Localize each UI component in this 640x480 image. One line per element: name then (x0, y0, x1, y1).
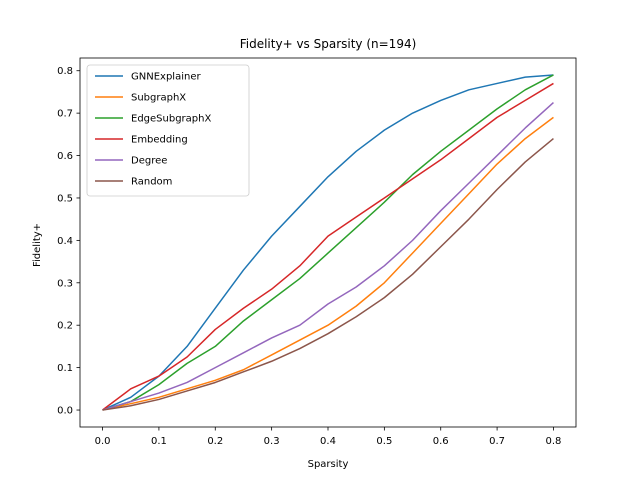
series-line-degree (102, 101, 554, 411)
y-tick-label: 0.4 (57, 236, 73, 247)
x-tick-label: 0.6 (433, 436, 449, 447)
x-tick-label: 0.8 (546, 436, 562, 447)
y-tick-label: 0.6 (57, 151, 73, 162)
series-line-random (102, 138, 554, 411)
legend-label-degree: Degree (131, 156, 167, 167)
legend-label-random: Random (131, 177, 172, 188)
x-tick-label: 0.7 (489, 436, 505, 447)
y-tick-label: 0.7 (57, 109, 73, 120)
plot-area: 0.0 0.1 0.2 0.3 0.4 0.5 0.6 0.7 0.8 0.0 0.1 0.2 0.3 0… (57, 57, 577, 447)
y-tick-label: 0.5 (57, 193, 73, 204)
legend-label-embedding: Embedding (131, 135, 188, 146)
legend-box (86, 64, 250, 197)
legend-label-subgraphx: SubgraphX (131, 93, 186, 104)
x-tick-label: 0.1 (151, 436, 167, 447)
x-tick-label: 0.0 (95, 436, 111, 447)
y-tick-label: 0.3 (57, 278, 73, 289)
y-tick-label: 0.0 (57, 406, 73, 417)
y-tick-label: 0.1 (57, 363, 73, 374)
series-line-gnnexplainer (102, 74, 554, 411)
legend: GNNExplainer SubgraphX EdgeSubgraphX Embedd… (86, 64, 250, 197)
y-tick-label: 0.8 (57, 66, 73, 77)
x-tick-label: 0.4 (320, 436, 336, 447)
series-line-edgesubgraphx (102, 74, 554, 411)
legend-label-edgesubgraphx: EdgeSubgraphX (131, 114, 211, 125)
x-axis-label: Sparsity (308, 459, 349, 470)
x-tick-label: 0.3 (264, 436, 280, 447)
series-line-embedding (102, 82, 554, 411)
y-axis-label: Fidelity+ (32, 223, 43, 267)
x-tick-label: 0.2 (207, 436, 223, 447)
legend-label-gnnexplainer: GNNExplainer (131, 72, 201, 83)
chart-title: Fidelity+ vs Sparsity (n=194) (240, 37, 417, 51)
series-line-subgraphx (102, 116, 554, 411)
x-tick-label: 0.5 (376, 436, 392, 447)
y-tick-label: 0.2 (57, 321, 73, 332)
